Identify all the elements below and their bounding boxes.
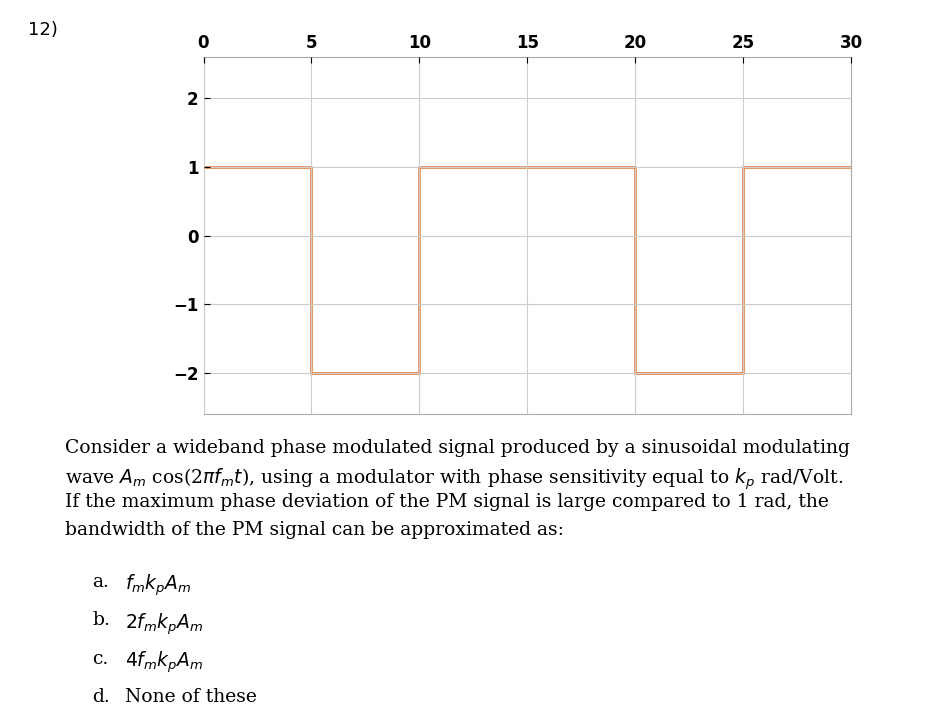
Text: b.: b.	[92, 611, 110, 629]
Text: $2f_m k_p A_m$: $2f_m k_p A_m$	[125, 611, 204, 637]
Text: bandwidth of the PM signal can be approximated as:: bandwidth of the PM signal can be approx…	[65, 521, 563, 538]
Text: 12): 12)	[28, 21, 57, 39]
Text: $f_m k_p A_m$: $f_m k_p A_m$	[125, 573, 191, 598]
Text: $4f_m k_p A_m$: $4f_m k_p A_m$	[125, 650, 204, 675]
Text: Consider a wideband phase modulated signal produced by a sinusoidal modulating: Consider a wideband phase modulated sign…	[65, 439, 850, 457]
Text: If the maximum phase deviation of the PM signal is large compared to 1 rad, the: If the maximum phase deviation of the PM…	[65, 493, 829, 511]
Text: a.: a.	[92, 573, 109, 590]
Text: c.: c.	[92, 650, 109, 668]
Text: wave $A_m$ cos(2$\pi$$f_m$$t$), using a modulator with phase sensitivity equal t: wave $A_m$ cos(2$\pi$$f_m$$t$), using a …	[65, 466, 843, 492]
Text: None of these: None of these	[125, 688, 257, 706]
Text: d.: d.	[92, 688, 110, 706]
